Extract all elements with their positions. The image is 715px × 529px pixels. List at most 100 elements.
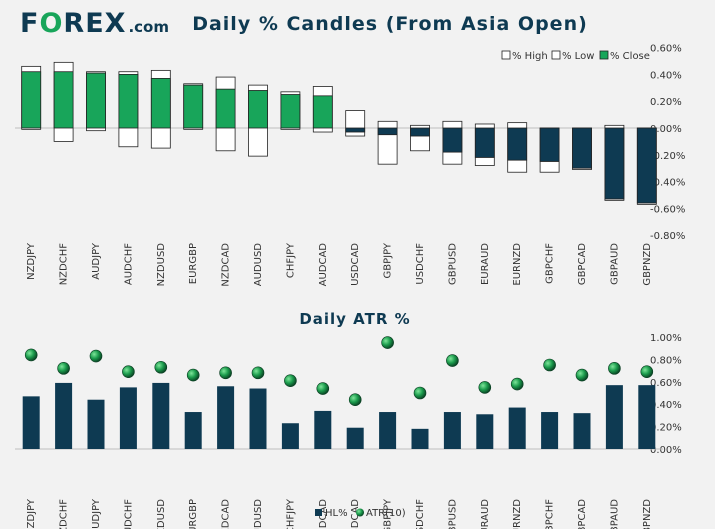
y-tick-label: 0.00%: [650, 124, 682, 135]
hl-bar-gbpaud: [605, 385, 623, 449]
candle-close-chfjpy: [280, 94, 301, 129]
hl-bar-chfjpy: [281, 423, 299, 449]
x-tick-label: AUDCHF: [123, 499, 134, 529]
hl-bar-usdcad: [346, 427, 364, 449]
candle-close-euraud: [474, 127, 495, 158]
x-tick-label: GBPCAD: [577, 499, 588, 529]
x-tick-label: NZDCHF: [59, 243, 70, 286]
x-tick-label: GBPUSD: [447, 243, 458, 285]
hl-bar-nzdjpy: [22, 396, 40, 449]
legend1-label: % High: [512, 51, 548, 62]
y-tick-label: -0.60%: [650, 204, 685, 215]
atr-point-gbpcad: [575, 368, 589, 382]
candle-close-usdcad: [345, 127, 366, 133]
hl-bar-nzdchf: [55, 382, 73, 449]
x-tick-label: EURGBP: [188, 499, 199, 529]
x-tick-label: NZDCHF: [59, 499, 70, 529]
x-tick-label: GBPAUD: [609, 243, 620, 285]
x-tick-label: USDCAD: [350, 243, 361, 286]
x-tick-label: CHFJPY: [285, 498, 296, 529]
legend2-label: HL%: [325, 508, 348, 519]
x-tick-label: GBPJPY: [383, 498, 394, 529]
atr-point-eurnzd: [510, 377, 524, 391]
y-tick-label: 0.20%: [650, 97, 682, 108]
y-tick-label: 0.00%: [650, 445, 682, 456]
legend1-label: % Low: [562, 51, 594, 62]
candle-close-audchf: [118, 74, 139, 129]
x-tick-label: GBPCHF: [545, 499, 556, 529]
x-tick-label: AUDCAD: [318, 499, 329, 529]
x-tick-label: GBPUSD: [447, 499, 458, 529]
hl-bar-audcad: [314, 410, 332, 449]
candles-title: Daily % Candles (From Asia Open): [192, 13, 588, 35]
atr-point-gbpjpy: [381, 336, 394, 349]
x-tick-label: AUDJPY: [91, 498, 102, 529]
y-tick-label: 0.40%: [650, 400, 682, 411]
atr-point-audcad: [316, 382, 330, 395]
atr-title: Daily ATR %: [299, 310, 410, 328]
hl-bar-nzdusd: [152, 382, 170, 449]
hl-bar-audchf: [119, 387, 137, 449]
atr-point-gbpaud: [608, 362, 621, 375]
atr-point-nzdchf: [57, 362, 70, 375]
x-tick-label: CHFJPY: [285, 242, 296, 278]
atr-point-nzdjpy: [24, 348, 38, 362]
x-tick-label: EURGBP: [188, 243, 199, 284]
legend2-swatch-hl: [315, 509, 322, 516]
atr-point-audusd: [251, 366, 265, 380]
hl-bar-eurnzd: [508, 407, 526, 449]
atr-point-chfjpy: [284, 374, 297, 387]
candle-close-gbpusd: [442, 127, 463, 153]
candle-close-usdchf: [410, 127, 430, 137]
candle-close-audjpy: [86, 72, 106, 129]
atr-point-usdcad: [348, 393, 362, 407]
hl-bar-usdchf: [411, 428, 429, 449]
candle-close-gbpchf: [539, 127, 560, 162]
x-tick-label: EURAUD: [480, 499, 491, 529]
y-tick-label: 0.40%: [650, 70, 682, 81]
hl-bar-gbpchf: [541, 412, 559, 449]
x-tick-label: NZDUSD: [156, 243, 167, 287]
x-tick-label: NZDCAD: [221, 243, 232, 287]
y-tick-label: -0.40%: [650, 178, 685, 189]
forex-logo: FOREX .com: [20, 8, 169, 39]
x-tick-label: AUDUSD: [253, 499, 264, 529]
x-tick-label: EURNZD: [512, 499, 523, 529]
atr-point-euraud: [478, 381, 492, 394]
atr-point-audchf: [122, 365, 135, 379]
candle-close-audusd: [248, 90, 268, 129]
legend1-swatch: [551, 50, 561, 60]
atr-point-nzdcad: [219, 366, 232, 380]
x-tick-label: EURNZD: [512, 243, 523, 286]
candle-close-nzdcad: [215, 88, 236, 129]
y-tick-label: 0.60%: [650, 378, 682, 389]
x-tick-label: NZDJPY: [26, 242, 37, 280]
atr-point-gbpusd: [446, 354, 459, 367]
atr-point-nzdusd: [154, 360, 168, 374]
candle-close-eurnzd: [507, 127, 528, 161]
candle-close-gbpcad: [572, 127, 592, 169]
x-tick-label: GBPCHF: [545, 243, 556, 284]
x-tick-label: AUDJPY: [91, 242, 102, 280]
x-tick-label: AUDCAD: [318, 243, 329, 287]
y-tick-label: 1.00%: [650, 333, 682, 344]
candle-close-nzdchf: [53, 71, 74, 129]
candle-close-gbpaud: [604, 127, 625, 200]
x-tick-label: GBPCAD: [577, 243, 588, 285]
atr-point-gbpnzd: [640, 365, 654, 379]
atr-point-eurgbp: [186, 368, 200, 382]
legend2-label: ATR(10): [366, 508, 406, 519]
y-tick-label: -0.20%: [650, 151, 685, 162]
x-tick-label: AUDCHF: [123, 243, 134, 285]
x-tick-label: GBPJPY: [383, 242, 394, 278]
x-tick-label: NZDUSD: [156, 499, 167, 529]
x-tick-label: NZDCAD: [221, 499, 232, 529]
hl-bar-audjpy: [87, 399, 105, 449]
candle-close-eurgbp: [183, 84, 204, 129]
x-tick-label: GBPNZD: [642, 243, 653, 286]
x-tick-label: USDCHF: [415, 243, 426, 285]
atr-point-usdchf: [413, 386, 427, 400]
hl-bar-nzdcad: [217, 386, 235, 449]
hl-bar-gbpjpy: [379, 412, 397, 449]
